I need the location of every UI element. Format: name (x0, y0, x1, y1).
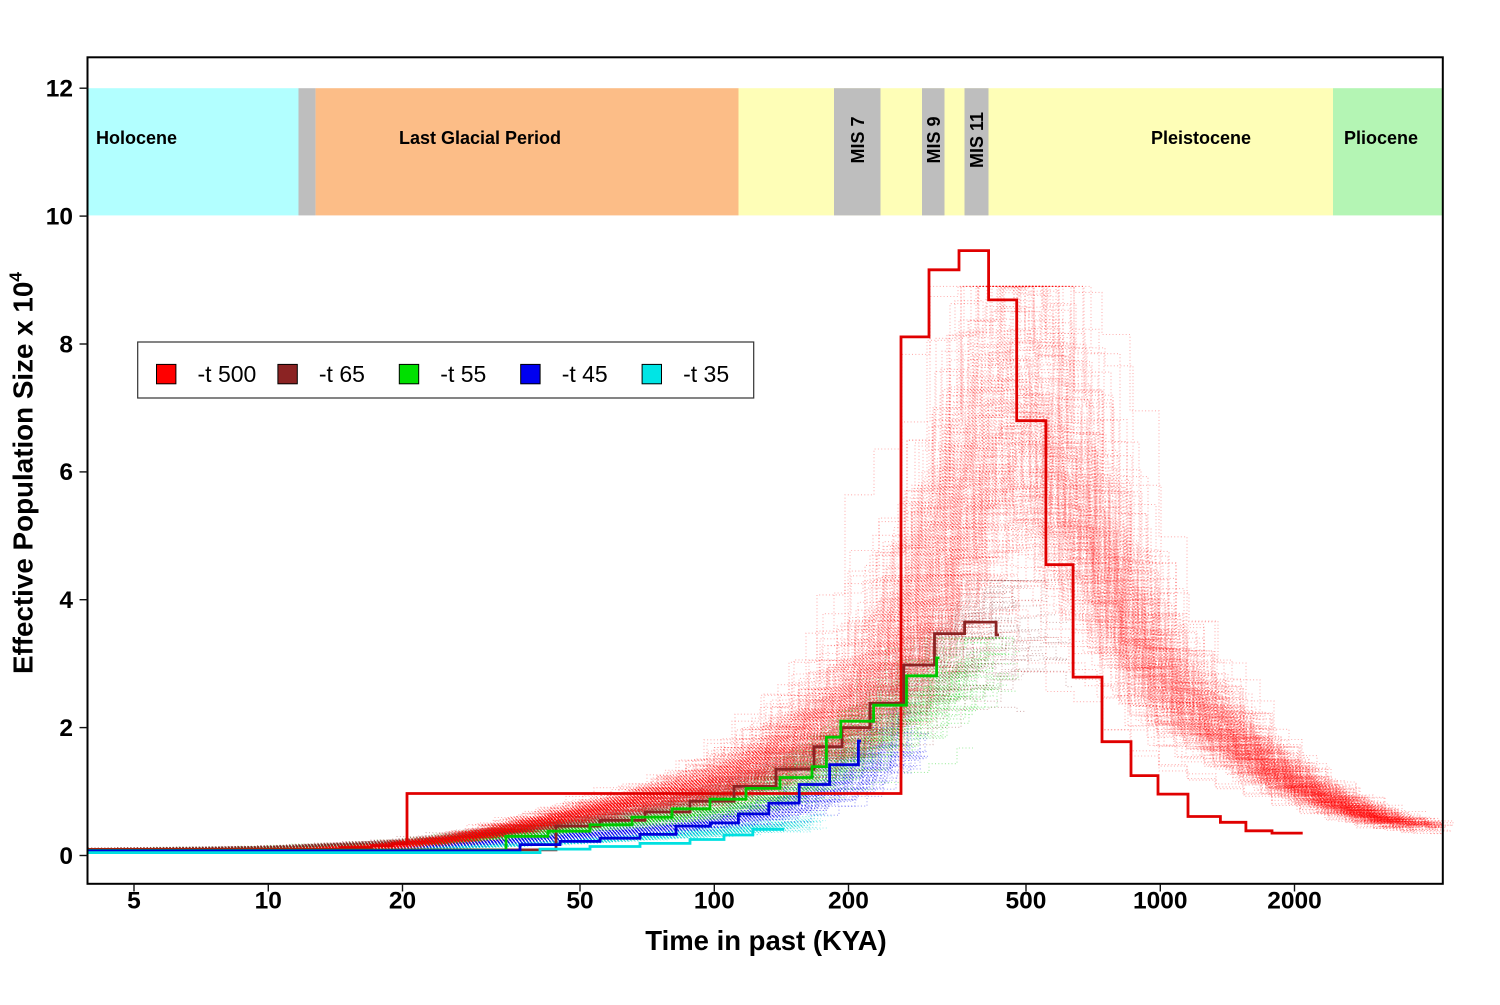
svg-text:Pliocene: Pliocene (1344, 128, 1418, 148)
svg-text:MIS 9: MIS 9 (924, 116, 944, 163)
svg-text:-t 65: -t 65 (319, 361, 365, 387)
svg-text:6: 6 (59, 459, 73, 486)
svg-text:20: 20 (389, 888, 416, 915)
svg-text:1000: 1000 (1133, 888, 1188, 915)
svg-text:2000: 2000 (1267, 888, 1322, 915)
svg-text:-t 55: -t 55 (440, 361, 486, 387)
svg-text:4: 4 (59, 587, 73, 614)
svg-text:10: 10 (255, 888, 282, 915)
svg-text:50: 50 (566, 888, 593, 915)
svg-text:0: 0 (59, 843, 73, 870)
svg-text:Last Glacial Period: Last Glacial Period (399, 128, 561, 148)
svg-text:200: 200 (828, 888, 869, 915)
svg-text:Pleistocene: Pleistocene (1151, 128, 1251, 148)
svg-text:MIS 7: MIS 7 (848, 116, 868, 163)
svg-text:Holocene: Holocene (96, 128, 177, 148)
svg-text:5: 5 (127, 888, 141, 915)
svg-text:10: 10 (46, 203, 73, 230)
svg-text:Time in past (KYA): Time in past (KYA) (645, 925, 886, 956)
svg-text:MIS 11: MIS 11 (967, 112, 987, 168)
svg-text:8: 8 (59, 331, 73, 358)
svg-text:-t 45: -t 45 (562, 361, 608, 387)
svg-text:Effective Population Size x 10: Effective Population Size x 104 (6, 272, 39, 674)
svg-text:100: 100 (694, 888, 735, 915)
svg-text:12: 12 (46, 76, 73, 103)
svg-text:2: 2 (59, 715, 73, 742)
svg-text:500: 500 (1006, 888, 1047, 915)
svg-text:-t 35: -t 35 (683, 361, 729, 387)
svg-text:-t 500: -t 500 (198, 361, 257, 387)
